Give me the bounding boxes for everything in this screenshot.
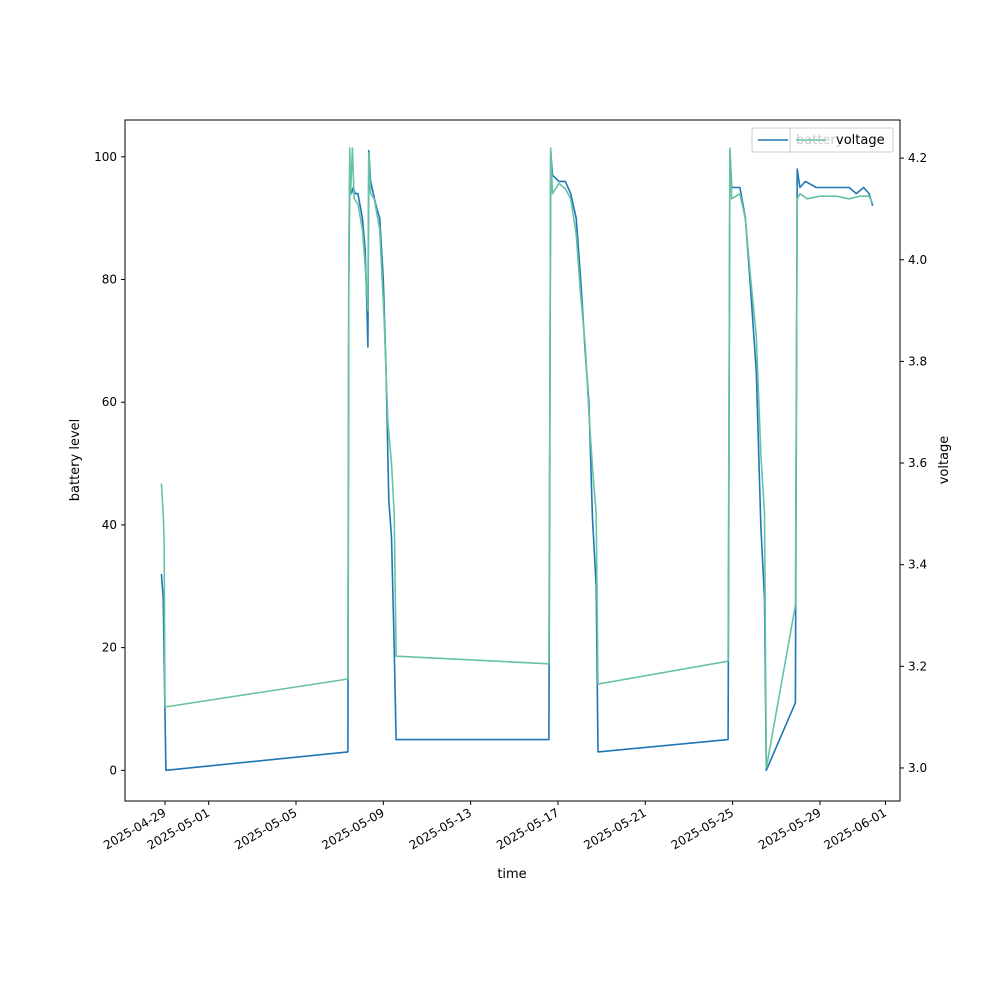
y2-tick-label: 3.8: [908, 354, 927, 368]
x-tick-label: 2025-05-09: [319, 805, 386, 852]
x-tick-label: 2025-05-21: [581, 805, 648, 852]
y-tick-label: 80: [102, 273, 117, 287]
x-tick-label: 2025-05-13: [407, 805, 474, 852]
y-tick-label: 0: [109, 763, 117, 777]
y2-tick-label: 3.2: [908, 659, 927, 673]
y2-tick-label: 4.0: [908, 253, 927, 267]
series-line-voltage: [160, 147, 874, 769]
x-tick-label: 2025-06-01: [822, 805, 889, 852]
y-axis-label: battery level: [68, 419, 83, 502]
x-tick-label: 2025-05-17: [494, 805, 561, 852]
x-tick-label: 2025-05-25: [669, 805, 736, 852]
x-tick-label: 2025-05-05: [232, 805, 299, 852]
y-tick-label: 100: [94, 150, 117, 164]
plot-frame: [124, 119, 901, 802]
y-tick-label: 60: [102, 395, 117, 409]
y2-axis-label: voltage: [937, 436, 952, 485]
y2-tick-label: 3.0: [908, 761, 927, 775]
legend-label-voltage: voltage: [836, 133, 885, 148]
y-tick-label: 20: [102, 641, 117, 655]
y-tick-label: 40: [102, 518, 117, 532]
y2-tick-label: 3.6: [908, 456, 927, 470]
y2-tick-label: 3.4: [908, 558, 927, 572]
x-tick-label: 2025-05-29: [756, 805, 823, 852]
legend-box-voltage: [789, 127, 894, 153]
x-axis-label: time: [497, 867, 526, 882]
y2-tick-label: 4.2: [908, 151, 927, 165]
